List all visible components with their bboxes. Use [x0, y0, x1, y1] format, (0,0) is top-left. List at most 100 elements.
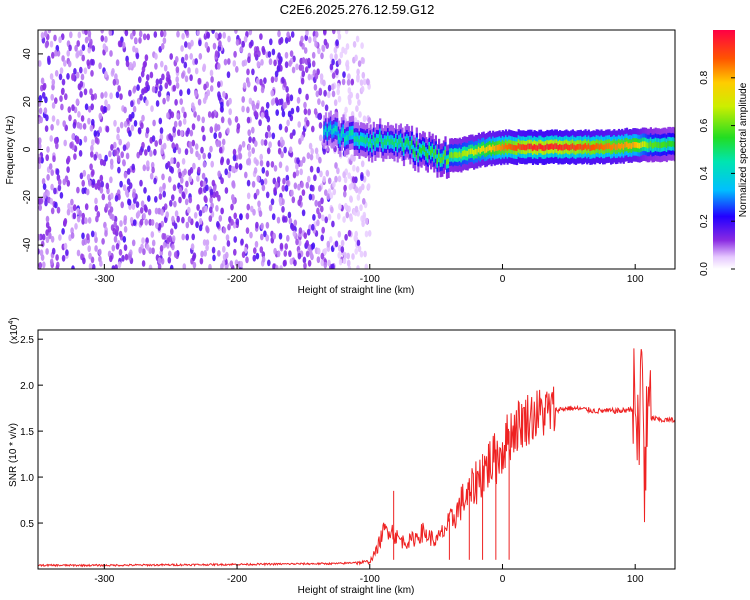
heatmap-cell: [439, 157, 442, 164]
heatmap-cell: [212, 191, 216, 199]
heatmap-xtick-label: -300: [94, 274, 114, 285]
heatmap-cell: [198, 217, 203, 225]
heatmap-cell: [93, 93, 98, 100]
heatmap-cell: [672, 140, 675, 147]
heatmap-cell: [323, 89, 327, 97]
heatmap-cell: [151, 86, 156, 93]
heatmap-cell: [66, 208, 71, 216]
heatmap-cell: [38, 60, 42, 67]
heatmap-cell: [88, 41, 93, 49]
heatmap-cell: [393, 141, 396, 148]
heatmap-cell: [215, 140, 220, 148]
heatmap-cell: [420, 148, 423, 154]
heatmap-cell: [90, 93, 95, 101]
heatmap-cell: [357, 60, 362, 67]
heatmap-cell: [193, 212, 198, 219]
heatmap-cell: [153, 31, 158, 38]
snr-xtick-label: -100: [360, 574, 380, 585]
heatmap-cell: [318, 156, 322, 164]
heatmap-cell: [227, 171, 231, 179]
heatmap-cell: [67, 203, 71, 210]
heatmap-cell: [272, 232, 277, 240]
heatmap-cell: [245, 256, 249, 264]
heatmap-cell: [176, 112, 180, 120]
heatmap-cell: [354, 186, 359, 194]
heatmap-cell: [297, 239, 302, 247]
heatmap-cell: [49, 40, 54, 48]
heatmap-cell: [217, 194, 221, 202]
heatmap-cell: [409, 144, 412, 151]
heatmap-cell: [155, 222, 159, 229]
heatmap-cell: [155, 100, 160, 107]
heatmap-cell: [132, 45, 136, 53]
heatmap-cell: [303, 232, 308, 240]
heatmap-cell: [318, 134, 323, 142]
heatmap-cell: [202, 180, 207, 188]
heatmap-cell: [334, 175, 338, 183]
heatmap-cell: [179, 98, 183, 105]
heatmap-cell: [187, 169, 192, 177]
heatmap-cell: [317, 47, 321, 55]
heatmap-cell: [363, 137, 366, 143]
heatmap-cell: [139, 207, 144, 214]
heatmap-cell: [349, 196, 354, 203]
heatmap-cell: [220, 116, 225, 124]
heatmap-cell: [162, 241, 167, 249]
heatmap-cell: [88, 263, 93, 269]
heatmap-cell: [228, 118, 232, 126]
heatmap-cell: [253, 192, 258, 200]
heatmap-cell: [49, 73, 54, 80]
heatmap-cell: [38, 204, 42, 212]
heatmap-cell: [76, 40, 80, 47]
heatmap-cell: [290, 107, 295, 115]
heatmap-cell: [303, 262, 307, 269]
heatmap-cell: [270, 76, 275, 84]
heatmap-cell: [351, 176, 356, 184]
heatmap-cell: [210, 76, 214, 83]
heatmap-cell: [352, 129, 355, 136]
heatmap-cell: [124, 253, 129, 261]
heatmap-cell: [305, 93, 309, 101]
heatmap-cell: [108, 150, 112, 158]
heatmap-cell: [162, 30, 167, 38]
heatmap-cell: [382, 142, 385, 148]
heatmap-cell: [289, 50, 294, 57]
heatmap-cell: [189, 74, 193, 82]
heatmap-cell: [592, 144, 595, 150]
heatmap-cell: [141, 141, 145, 149]
heatmap-cell: [174, 210, 179, 218]
heatmap-cell: [45, 236, 50, 244]
heatmap-cell: [51, 51, 55, 59]
heatmap-cell: [83, 67, 88, 75]
heatmap-cell: [177, 129, 181, 137]
heatmap-cell: [255, 188, 260, 196]
heatmap-cell: [544, 144, 547, 151]
snr-ytick-label: 2.5: [20, 335, 34, 346]
heatmap-cell: [76, 215, 81, 223]
heatmap-cell: [314, 147, 319, 155]
heatmap-cell: [173, 120, 178, 128]
heatmap-cell: [311, 51, 316, 59]
heatmap-cell: [317, 98, 321, 105]
heatmap-cell: [492, 144, 495, 151]
heatmap-cell: [227, 58, 231, 65]
heatmap-ytick-label: 0: [22, 146, 33, 152]
heatmap-cell: [533, 144, 536, 150]
heatmap-cell: [356, 136, 359, 143]
heatmap-cell: [164, 82, 169, 89]
heatmap-cell: [189, 129, 194, 137]
heatmap-cell: [304, 66, 309, 73]
heatmap-cell: [371, 143, 374, 149]
heatmap-cell: [327, 213, 332, 221]
heatmap-cell: [123, 171, 128, 179]
heatmap-cell: [660, 142, 664, 148]
heatmap-cell: [186, 88, 191, 95]
heatmap-cell: [77, 111, 81, 118]
colorbar-label: Normalized spectral amplitude: [738, 82, 749, 217]
heatmap-cell: [522, 144, 525, 150]
heatmap-cell: [524, 144, 527, 151]
heatmap-cell: [175, 66, 180, 74]
heatmap-cell: [74, 223, 78, 230]
heatmap-cell: [265, 101, 270, 109]
heatmap-cell: [428, 145, 431, 152]
